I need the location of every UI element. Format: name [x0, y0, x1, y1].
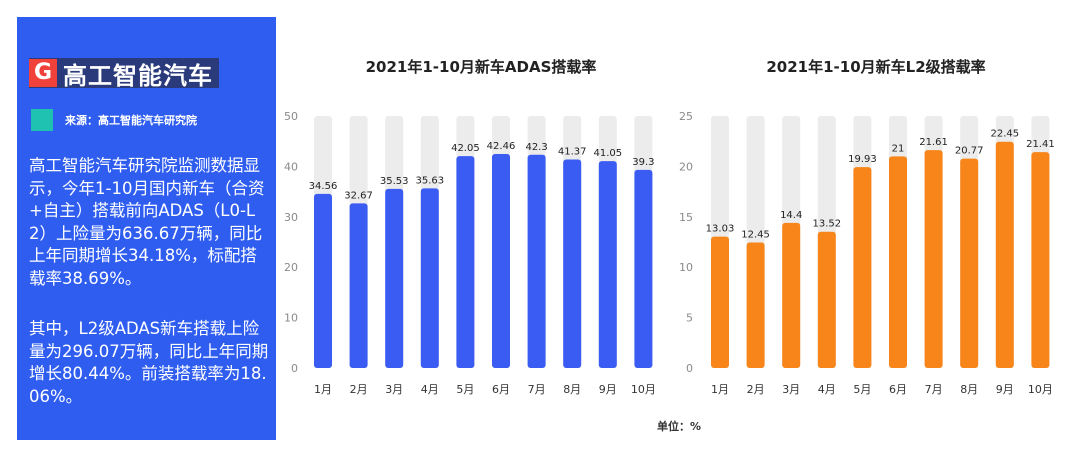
chart1-ytick-label: 30: [284, 211, 298, 224]
chart2-bar: [782, 222, 801, 368]
source-label: 来源：高工智能汽车研究院: [65, 114, 197, 127]
chart1-ytick-label: 0: [291, 362, 298, 375]
chart2-x-tick-label: 4月: [818, 383, 836, 396]
chart2-data-label: 13.52: [812, 219, 841, 230]
chart2-x-tick-label: 3月: [782, 383, 800, 396]
chart1-x-tick-label: 1月: [314, 383, 332, 396]
chart1-bar: [634, 169, 653, 368]
chart1-x-tick-label: 2月: [350, 383, 368, 396]
chart1-x-tick-label: 6月: [492, 383, 510, 396]
chart1-x-tick-label: 4月: [421, 383, 439, 396]
chart2-x-tick-label: 2月: [747, 383, 765, 396]
brand-logo: G 高工智能汽车: [29, 58, 219, 90]
chart2-x-tick-label: 5月: [853, 383, 871, 396]
chart1-data-label: 34.56: [309, 181, 338, 192]
chart2-ytick-label: 15: [679, 211, 693, 224]
chart2-x-tick-label: 9月: [996, 383, 1014, 396]
chart2-data-label: 12.45: [741, 230, 770, 241]
description-paragraph-1: 高工智能汽车研究院监测数据显示，今年1-10月国内新车（合资+自主）搭载前向AD…: [29, 156, 265, 288]
chart2-bar: [746, 242, 765, 368]
chart1-data-label: 35.53: [380, 176, 409, 187]
chart1-data-label: 39.3: [632, 157, 654, 168]
chart2-data-label: 19.93: [848, 154, 877, 165]
chart1-bar: [492, 154, 510, 368]
chart2-ytick-label: 5: [686, 312, 693, 325]
chart2-bar: [924, 150, 943, 368]
chart1-x-tick-label: 5月: [456, 383, 474, 396]
chart2-bar: [1031, 152, 1050, 368]
chart2-data-label: 14.4: [780, 210, 802, 221]
chart1-bar: [349, 203, 368, 368]
chart2-ytick-label: 20: [679, 160, 693, 173]
chart1-bar: [527, 154, 546, 368]
chart1-bar: [563, 159, 582, 368]
chart1-x-tick-label: 10月: [631, 383, 656, 396]
chart2-bar: [817, 231, 836, 368]
logo-mark-icon: G: [29, 59, 57, 87]
source-chip-icon: [31, 109, 53, 131]
unit-label: 单位：%: [657, 420, 702, 433]
chart2-data-label: 20.77: [955, 146, 984, 157]
chart2-ytick-label: 25: [679, 110, 693, 123]
chart2-x-tick-label: 1月: [711, 383, 729, 396]
chart1-x-tick-label: 9月: [599, 383, 617, 396]
chart2-data-label: 21.41: [1026, 139, 1055, 150]
chart2-title: 2021年1-10月新车L2级搭载率: [766, 58, 985, 76]
chart1-title: 2021年1-10月新车ADAS搭载率: [366, 58, 597, 76]
chart2-x-tick-label: 7月: [925, 383, 943, 396]
chart2-bar: [889, 156, 907, 368]
chart1-ytick-label: 50: [284, 110, 298, 123]
chart1-ytick-label: 20: [284, 261, 298, 274]
chart2-x-tick-label: 10月: [1028, 383, 1053, 396]
logo-text: 高工智能汽车: [63, 61, 213, 90]
chart1-x-tick-label: 3月: [385, 383, 403, 396]
chart1-data-label: 41.05: [593, 148, 622, 159]
chart2-ytick-label: 0: [686, 362, 693, 375]
chart2-bar: [853, 167, 872, 368]
description-paragraph-2: 其中，L2级ADAS新车搭载上险量为296.07万辆，同比上年同期增长80.44…: [29, 319, 269, 406]
chart1-x-tick-label: 7月: [528, 383, 546, 396]
chart2-x-tick-label: 6月: [889, 383, 907, 396]
chart1-data-label: 42.3: [525, 142, 547, 153]
chart2-data-label: 21: [892, 143, 905, 154]
chart1-bar: [314, 193, 332, 368]
chart1-bar: [420, 188, 439, 368]
chart2-bar: [960, 158, 979, 368]
chart2-ytick-label: 10: [679, 261, 693, 274]
chart2-data-label: 21.61: [919, 137, 948, 148]
chart1-bar: [385, 188, 404, 368]
chart1-data-label: 32.67: [344, 190, 373, 201]
chart1-data-label: 41.37: [558, 146, 587, 157]
chart1-data-label: 42.05: [451, 143, 480, 154]
chart1-ytick-label: 10: [284, 312, 298, 325]
chart1-data-label: 42.46: [487, 141, 516, 152]
chart2-bar: [711, 236, 729, 368]
chart1-data-label: 35.63: [415, 175, 444, 186]
chart1-bar: [598, 161, 617, 368]
chart1-ytick-label: 40: [284, 160, 298, 173]
side-panel: G 高工智能汽车 来源：高工智能汽车研究院 高工智能汽车研究院监测数据显示，今年…: [17, 17, 276, 440]
chart1-x-tick-label: 8月: [563, 383, 581, 396]
chart1-bar: [456, 156, 475, 368]
chart2-data-label: 22.45: [990, 129, 1019, 140]
chart2-data-label: 13.03: [706, 224, 735, 235]
chart2-bar: [995, 141, 1014, 368]
chart2-x-tick-label: 8月: [960, 383, 978, 396]
